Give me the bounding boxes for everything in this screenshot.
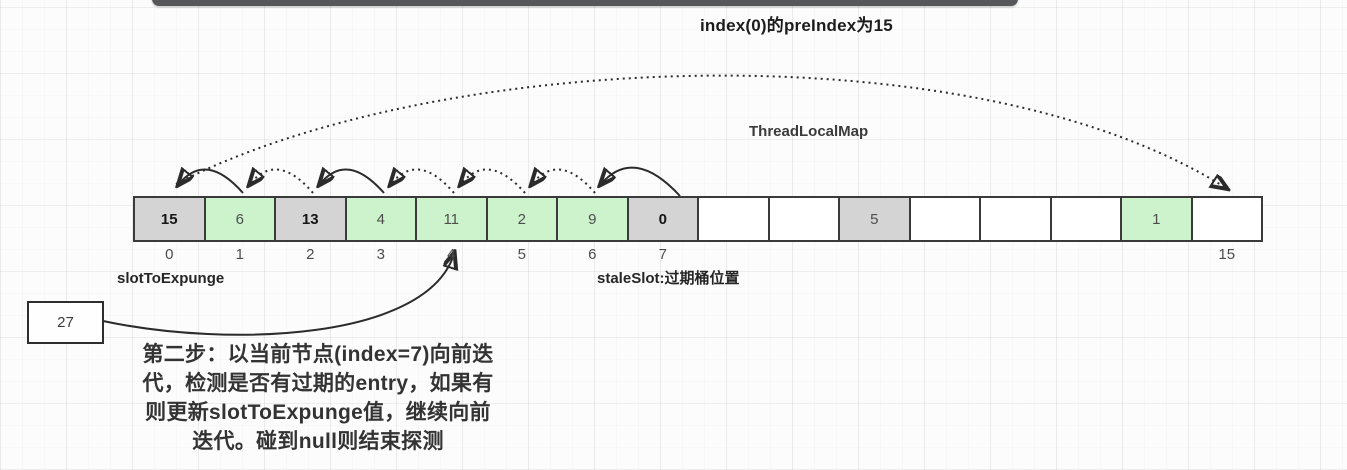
cell-value: 1 <box>1152 210 1161 228</box>
hop-arrow-4-3 <box>391 169 455 194</box>
cell-value: 0 <box>658 210 667 228</box>
cell-value: 2 <box>517 210 526 228</box>
index-label: 4 <box>447 246 456 263</box>
index-label: 0 <box>165 246 174 263</box>
hop-arrow-5-4 <box>461 169 526 194</box>
step-note-line: 则更新slotToExpunge值，继续向前 <box>145 401 491 424</box>
array-cell-4: 11 4 <box>417 198 488 263</box>
step-note-line: 第二步：以当前节点(index=7)向前迭 <box>142 343 494 366</box>
cell-value: 15 <box>160 210 178 228</box>
index-label: 1 <box>235 246 244 263</box>
hop-arrow-2-1 <box>250 169 314 194</box>
hop-arrow-6-5 <box>532 169 596 194</box>
hop-arrow-1-0 <box>179 169 244 194</box>
slot-to-expunge-label: slotToExpunge <box>117 270 225 287</box>
step-note-line: 代，检测是否有过期的entry，如果有 <box>142 372 494 395</box>
value-box-text: 27 <box>57 314 74 331</box>
cell-value: 13 <box>301 210 319 228</box>
hop-arrow-7-6 <box>601 168 681 197</box>
array-cell-14: 1 <box>1122 198 1193 240</box>
cell-value: 6 <box>235 210 244 228</box>
cell-value: 9 <box>588 210 597 228</box>
index-label: 7 <box>658 246 667 263</box>
array-cell-11 <box>910 198 981 240</box>
array-cell-2: 13 2 <box>276 198 347 263</box>
array-cell-9 <box>769 198 840 240</box>
stale-slot-label: staleSlot:过期桶位置 <box>597 270 740 287</box>
cell-value: 11 <box>443 210 460 228</box>
window-top-bar <box>152 0 1018 6</box>
array-cell-8 <box>699 198 770 240</box>
pointer-arrow <box>102 254 454 336</box>
step-note: 第二步：以当前节点(index=7)向前迭 代，检测是否有过期的entry，如果… <box>118 340 518 456</box>
step-note-line: 迭代。碰到null则结束探测 <box>192 430 444 453</box>
index-label: 3 <box>376 246 385 263</box>
diagram-title: index(0)的preIndex为15 <box>700 16 893 35</box>
bucket-array: 15 0 6 1 13 2 4 3 11 4 2 5 9 6 0 7 5 1 15 <box>133 196 1263 263</box>
value-box: 27 <box>27 301 104 344</box>
array-cell-12 <box>981 198 1052 240</box>
index-label: 5 <box>517 246 526 263</box>
cell-value: 4 <box>376 210 385 228</box>
index-label: 2 <box>306 246 315 263</box>
index-label: 6 <box>588 246 597 263</box>
long-preindex-arrow <box>175 74 1226 188</box>
index-label: 15 <box>1218 246 1236 263</box>
array-cell-0: 15 0 <box>135 198 206 263</box>
hop-arrow-3-2 <box>320 169 385 194</box>
array-cell-10: 5 <box>840 198 911 240</box>
threadlocalmap-label: ThreadLocalMap <box>749 123 869 140</box>
array-cell-13 <box>1051 198 1122 240</box>
cell-value: 5 <box>870 210 879 228</box>
array-cell-15: 15 <box>1192 198 1261 263</box>
